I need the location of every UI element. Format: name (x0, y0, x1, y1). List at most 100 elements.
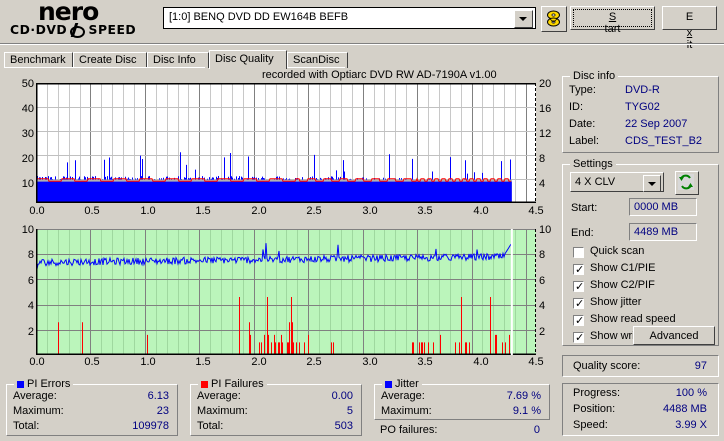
tab-disc-quality[interactable]: Disc Quality (209, 50, 287, 69)
quality-score-label: Quality score: (573, 360, 641, 372)
x-tick: 2.5 (306, 205, 322, 217)
pi-errors-maximum-value: 23 (156, 405, 169, 417)
x-tick: 1.5 (195, 205, 211, 217)
drive-select[interactable]: [1:0] BENQ DVD DD EW164B BEFB (163, 7, 536, 29)
y-tick: 10 (21, 224, 34, 236)
y2-tick: 16 (539, 103, 552, 115)
pi-errors-total-value: 109978 (132, 420, 169, 432)
y2-tick: 8 (539, 153, 546, 165)
disc-date-value: 22 Sep 2007 (625, 118, 688, 130)
pi-failures-total-label: Total: (197, 420, 224, 432)
y-tick: 30 (21, 128, 34, 140)
x-tick: 2.0 (251, 205, 267, 217)
y2-tick: 8 (539, 249, 546, 261)
x-tick: 1.0 (140, 356, 156, 368)
checkbox-box[interactable] (573, 247, 584, 258)
jitter-maximum-value: 9.1 % (512, 405, 541, 417)
y2-tick: 12 (539, 128, 552, 140)
disc-eject-icon (547, 10, 560, 27)
logo-subtitle: CD·DVD SPEED (10, 24, 136, 36)
jitter-maximum-label: Maximum: (381, 405, 432, 417)
chart-jitter-plot (36, 229, 536, 355)
quality-score-panel: Quality score: 97 (562, 355, 719, 377)
speed-select[interactable]: 4 X CLV (570, 172, 664, 192)
pi-errors-maximum-label: Maximum: (13, 405, 64, 417)
tab-label: Benchmark (10, 54, 66, 66)
end-mb-input[interactable]: 4489 MB (629, 223, 697, 241)
y2-tick: 4 (539, 178, 546, 190)
disc-type-label: Type: (569, 84, 596, 96)
y2-tick: 6 (539, 275, 546, 287)
y-tick: 10 (21, 178, 34, 190)
tab-create-disc[interactable]: Create Disc (73, 52, 147, 68)
speed-label: Speed: (573, 419, 608, 431)
pi-errors-average-label: Average: (13, 390, 57, 402)
start-mb-input[interactable]: 0000 MB (629, 198, 697, 216)
jitter-average-value: 7.69 % (506, 390, 541, 402)
progress-label: Progress: (573, 387, 621, 399)
disc-label-value: CDS_TEST_B2 (625, 135, 703, 147)
refresh-button[interactable] (675, 171, 699, 195)
pi-failures-group: PI Failures Average: 0.00 Maximum: 5 Tot… (190, 378, 362, 436)
tab-label: Disc Quality (215, 53, 274, 65)
drive-select-value: [1:0] BENQ DVD DD EW164B BEFB (169, 11, 349, 23)
chart-pi-errors-plot (36, 83, 536, 203)
checkbox-label: Show jitter (590, 296, 642, 308)
x-tick: 4.5 (528, 356, 544, 368)
pi-failures-maximum-label: Maximum: (197, 405, 248, 417)
logo-sub-left: CD·DVD (10, 23, 68, 37)
jitter-average-label: Average: (381, 390, 425, 402)
checkbox-label: Show C2/PIF (590, 279, 655, 291)
checkbox-label: Quick scan (590, 245, 645, 257)
speed-select-value: 4 X CLV (575, 176, 616, 188)
x-tick: 4.5 (528, 205, 544, 217)
pi-failures-total-value: 503 (334, 420, 353, 432)
checkbox-box[interactable]: ✓ (573, 298, 585, 310)
checkbox-box[interactable]: ✓ (573, 264, 585, 276)
tab-scandisc[interactable]: ScanDisc (287, 52, 348, 68)
position-label: Position: (573, 403, 616, 415)
x-tick: 0.0 (29, 356, 45, 368)
x-tick: 0.0 (29, 205, 45, 217)
recorded-with-label: recorded with Optiarc DVD RW AD-7190A v1… (262, 69, 497, 81)
disc-id-value: TYG02 (625, 101, 660, 113)
chevron-down-icon[interactable] (514, 10, 533, 28)
x-tick: 2.5 (306, 356, 322, 368)
y2-tick: 2 (539, 326, 546, 338)
tab-disc-info[interactable]: Disc Info (147, 52, 209, 68)
checkbox-label: Show read speed (590, 313, 676, 325)
settings-group: Settings 4 X CLV Start: 0000 MB End: 448… (562, 158, 719, 346)
pi-errors-total-label: Total: (13, 420, 40, 432)
tab-label: Create Disc (79, 54, 137, 66)
checkbox-box[interactable]: ✓ (573, 315, 585, 327)
advanced-button[interactable]: Advanced (633, 326, 715, 345)
disc-info-group: Disc info Type: DVD-R ID: TYG02 Date: 22… (562, 70, 719, 153)
y-tick: 2 (27, 326, 34, 338)
toolbar-divider (0, 43, 724, 44)
logo-wordmark: nero (38, 0, 99, 26)
pi-errors-average-value: 6.13 (147, 390, 169, 402)
po-failures-value: 0 (533, 424, 540, 436)
checkbox-box[interactable]: ✓ (573, 332, 585, 344)
quality-score-value: 97 (694, 360, 707, 372)
refresh-icon (678, 174, 694, 190)
y-tick: 4 (27, 300, 34, 312)
disc-date-label: Date: (569, 118, 596, 130)
tab-benchmark[interactable]: Benchmark (4, 52, 73, 68)
checkbox-box[interactable]: ✓ (573, 281, 585, 293)
checkbox-label: Show C1/PIE (590, 262, 656, 274)
y-tick: 20 (21, 153, 34, 165)
pi-errors-color-swatch (17, 381, 24, 388)
pi-failures-color-swatch (201, 381, 208, 388)
chevron-down-icon[interactable] (643, 175, 661, 192)
tab-label: ScanDisc (293, 54, 340, 66)
po-failures-label: PO failures: (380, 424, 438, 436)
disc-eject-button[interactable] (541, 6, 567, 32)
pi-failures-maximum-value: 5 (346, 405, 353, 417)
toolbar: nero CD·DVD SPEED [1:0] BENQ DVD DD EW16… (0, 0, 724, 51)
end-mb-label: End: (571, 227, 594, 239)
pi-failures-average-label: Average: (197, 390, 241, 402)
progress-value: 100 % (675, 387, 707, 399)
